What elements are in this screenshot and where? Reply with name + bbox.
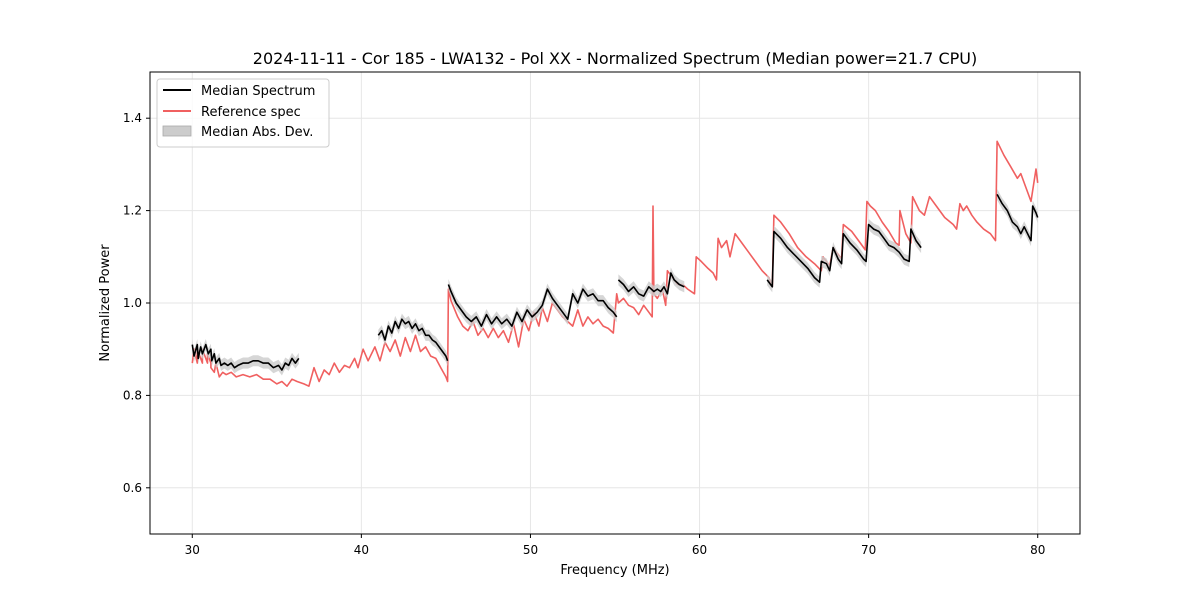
legend-label-reference-spec: Reference spec	[201, 105, 301, 120]
median-spectrum-line	[377, 318, 449, 362]
median-abs-dev-band	[192, 339, 299, 376]
median-spectrum-line	[766, 223, 922, 288]
y-tick-label: 1.4	[123, 111, 142, 125]
median-abs-dev-band	[618, 267, 685, 302]
x-tick-label: 40	[354, 543, 369, 557]
legend: Median Spectrum Reference spec Median Ab…	[156, 78, 330, 148]
x-tick-label: 80	[1030, 543, 1045, 557]
x-tick-label: 60	[692, 543, 707, 557]
y-tick-label: 1.2	[123, 204, 142, 218]
reference-spec-line	[191, 140, 1039, 387]
x-tick-label: 50	[523, 543, 538, 557]
y-tick-label: 0.6	[123, 481, 142, 495]
axis-ticks: 30 40 50 60 70 80 0.6 0.8 1.0 1.2 1.4	[123, 111, 1045, 557]
y-axis-label: Normalized Power	[98, 244, 113, 362]
legend-swatch-median-abs-dev	[162, 125, 192, 137]
median-spectrum-line	[996, 194, 1039, 242]
y-tick-label: 0.8	[123, 388, 142, 402]
x-tick-label: 30	[185, 543, 200, 557]
median-spectrum-line	[617, 272, 685, 297]
x-axis-label: Frequency (MHz)	[560, 563, 669, 578]
median-abs-dev-band	[448, 279, 617, 332]
median-spectrum-line	[447, 284, 618, 327]
legend-label-median-spectrum: Median Spectrum	[201, 84, 315, 99]
x-tick-label: 70	[861, 543, 876, 557]
legend-frame	[156, 78, 330, 148]
chart-title: 2024-11-11 - Cor 185 - LWA132 - Pol XX -…	[253, 49, 977, 68]
y-tick-label: 1.0	[123, 296, 142, 310]
median-spectrum-line	[191, 343, 300, 371]
median-abs-dev-band	[767, 218, 922, 293]
median-abs-dev-band	[378, 313, 448, 367]
legend-label-median-abs-dev: Median Abs. Dev.	[201, 125, 313, 140]
series-layer	[191, 140, 1039, 387]
